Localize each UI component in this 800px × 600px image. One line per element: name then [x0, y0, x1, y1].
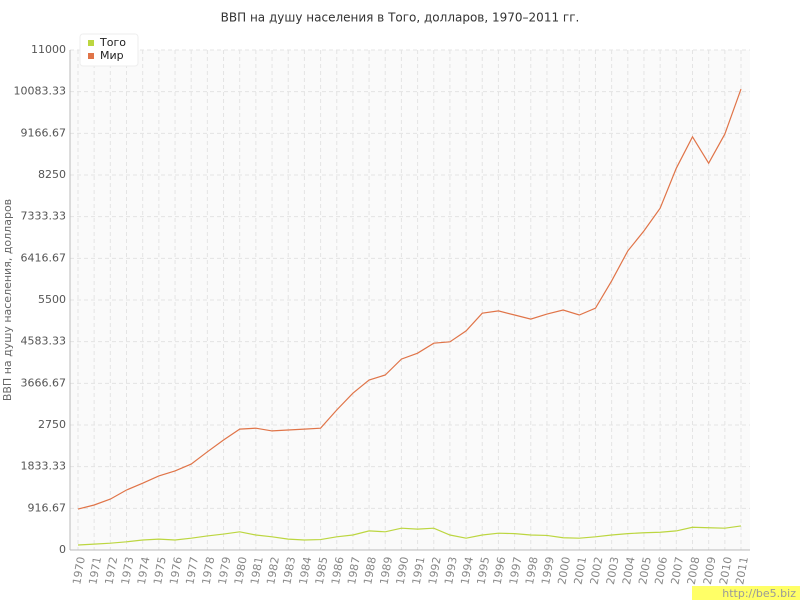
- x-tick-label: 2007: [669, 556, 687, 586]
- x-tick-label: 1989: [377, 556, 395, 586]
- x-tick-label: 1990: [394, 556, 412, 586]
- watermark-bg: [692, 586, 800, 600]
- y-tick-label: 0: [59, 543, 66, 556]
- x-tick-label: 1978: [200, 556, 218, 586]
- x-tick-label: 1996: [491, 556, 509, 586]
- x-tick-label: 1984: [297, 556, 315, 586]
- x-tick-label: 2004: [620, 556, 638, 586]
- x-tick-label: 1973: [119, 556, 137, 586]
- x-tick-label: 1993: [442, 556, 460, 586]
- y-tick-label: 8250: [38, 168, 66, 181]
- watermark: http://be5.biz: [722, 587, 796, 600]
- y-tick-label: 7333.33: [21, 210, 67, 223]
- legend-swatch: [88, 40, 94, 46]
- x-tick-label: 2003: [604, 556, 622, 586]
- x-tick-label: 2005: [636, 556, 654, 586]
- x-tick-label: 2006: [652, 556, 670, 586]
- x-tick-label: 2010: [717, 556, 735, 586]
- x-tick-label: 1991: [410, 556, 428, 586]
- x-tick-label: 1998: [523, 556, 541, 586]
- y-tick-label: 5500: [38, 293, 66, 306]
- x-tick-label: 1976: [167, 556, 185, 586]
- x-tick-label: 1980: [232, 556, 250, 586]
- x-tick-label: 1981: [248, 556, 266, 586]
- y-tick-label: 10083.33: [14, 85, 67, 98]
- x-tick-label: 1979: [216, 556, 234, 586]
- x-tick-label: 1999: [539, 556, 557, 586]
- y-tick-label: 6416.67: [21, 251, 67, 264]
- x-tick-label: 1992: [426, 556, 444, 586]
- x-tick-label: 1995: [475, 556, 493, 586]
- y-axis-label: ВВП на душу населения, долларов: [1, 199, 14, 401]
- x-tick-label: 1997: [507, 556, 525, 586]
- x-tick-label: 2000: [555, 556, 573, 586]
- x-tick-label: 1972: [103, 556, 121, 586]
- x-tick-label: 2011: [733, 556, 751, 586]
- x-tick-label: 1971: [86, 556, 104, 586]
- x-tick-label: 1975: [151, 556, 169, 586]
- x-tick-label: 2009: [701, 556, 719, 586]
- x-tick-label: 1974: [135, 556, 153, 586]
- y-tick-label: 11000: [31, 43, 66, 56]
- x-tick-label: 2008: [685, 556, 703, 586]
- series-line: [77, 525, 742, 546]
- x-tick-label: 1987: [345, 556, 363, 586]
- x-tick-label: 2001: [572, 556, 590, 586]
- y-tick-label: 3666.67: [21, 376, 67, 389]
- y-tick-label: 2750: [38, 418, 66, 431]
- x-tick-label: 1988: [361, 556, 379, 586]
- legend-box: [79, 33, 139, 67]
- x-tick-label: 2002: [588, 556, 606, 586]
- x-tick-label: 1982: [264, 556, 282, 586]
- x-tick-label: 1977: [183, 556, 201, 586]
- x-tick-label: 1994: [458, 556, 476, 586]
- x-tick-label: 1983: [280, 556, 298, 586]
- y-tick-label: 9166.67: [21, 126, 67, 139]
- x-tick-label: 1970: [70, 556, 88, 586]
- chart-title: ВВП на душу населения в Того, долларов, …: [221, 11, 580, 25]
- x-tick-label: 1986: [329, 556, 347, 586]
- legend-label: Мир: [100, 49, 124, 62]
- series-line: [77, 88, 742, 510]
- legend-label: Того: [99, 36, 126, 49]
- y-tick-label: 916.67: [28, 501, 67, 514]
- y-tick-label: 4583.33: [21, 335, 67, 348]
- y-tick-label: 1833.33: [21, 460, 67, 473]
- legend-swatch: [88, 53, 94, 59]
- x-tick-label: 1985: [313, 556, 331, 586]
